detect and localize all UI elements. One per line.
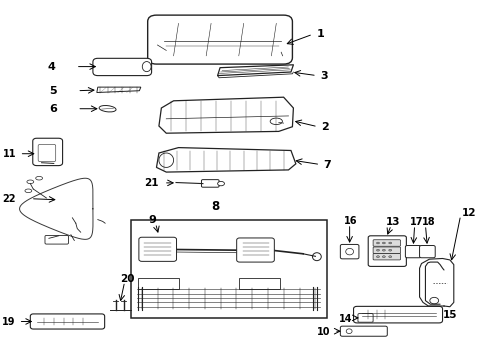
Ellipse shape [269, 118, 282, 125]
FancyBboxPatch shape [38, 144, 56, 162]
Text: 22: 22 [2, 194, 16, 204]
Polygon shape [156, 148, 295, 172]
Text: 3: 3 [320, 71, 327, 81]
Polygon shape [97, 87, 141, 93]
FancyBboxPatch shape [33, 138, 62, 166]
Text: 4: 4 [48, 62, 56, 72]
FancyBboxPatch shape [419, 246, 434, 258]
FancyBboxPatch shape [30, 314, 104, 329]
Text: 5: 5 [49, 86, 57, 96]
Text: 14: 14 [339, 314, 352, 324]
Text: 9: 9 [148, 215, 156, 225]
FancyBboxPatch shape [372, 253, 400, 260]
FancyBboxPatch shape [367, 236, 406, 266]
Ellipse shape [382, 256, 385, 258]
Ellipse shape [376, 256, 379, 258]
Text: 15: 15 [442, 310, 456, 320]
Text: 13: 13 [385, 217, 399, 228]
Ellipse shape [142, 62, 151, 72]
Text: 20: 20 [120, 274, 134, 284]
FancyBboxPatch shape [201, 180, 219, 187]
FancyBboxPatch shape [138, 278, 179, 289]
FancyBboxPatch shape [357, 314, 372, 322]
Text: 6: 6 [49, 104, 57, 114]
Text: 8: 8 [211, 200, 219, 213]
Text: 7: 7 [323, 160, 331, 170]
FancyBboxPatch shape [353, 306, 442, 323]
Ellipse shape [345, 248, 353, 255]
Bar [131, 220, 326, 318]
Ellipse shape [312, 253, 321, 261]
Text: 16: 16 [343, 216, 357, 226]
FancyBboxPatch shape [93, 58, 151, 76]
FancyBboxPatch shape [405, 246, 420, 258]
Ellipse shape [376, 242, 379, 244]
FancyBboxPatch shape [139, 237, 176, 261]
Ellipse shape [429, 297, 438, 304]
FancyBboxPatch shape [238, 278, 279, 289]
Text: 10: 10 [316, 327, 330, 337]
Text: 18: 18 [421, 217, 434, 228]
Ellipse shape [388, 242, 391, 244]
FancyBboxPatch shape [372, 247, 400, 253]
Ellipse shape [382, 242, 385, 244]
Ellipse shape [376, 249, 379, 251]
Ellipse shape [346, 329, 351, 333]
Ellipse shape [99, 105, 116, 112]
Text: 19: 19 [1, 317, 15, 327]
Text: 11: 11 [2, 149, 16, 159]
Text: 21: 21 [144, 178, 159, 188]
Ellipse shape [388, 249, 391, 251]
FancyBboxPatch shape [236, 238, 274, 262]
Polygon shape [159, 97, 293, 133]
Ellipse shape [25, 189, 32, 193]
Text: 2: 2 [321, 122, 328, 132]
Ellipse shape [217, 181, 224, 186]
Text: 17: 17 [409, 217, 423, 228]
Text: 1: 1 [316, 29, 324, 39]
Ellipse shape [36, 176, 42, 180]
Text: 12: 12 [461, 208, 476, 218]
FancyBboxPatch shape [147, 15, 292, 64]
FancyBboxPatch shape [340, 326, 386, 336]
FancyBboxPatch shape [340, 244, 358, 259]
Ellipse shape [27, 180, 34, 184]
Ellipse shape [382, 249, 385, 251]
FancyBboxPatch shape [45, 235, 68, 244]
Ellipse shape [388, 256, 391, 258]
FancyBboxPatch shape [372, 240, 400, 246]
